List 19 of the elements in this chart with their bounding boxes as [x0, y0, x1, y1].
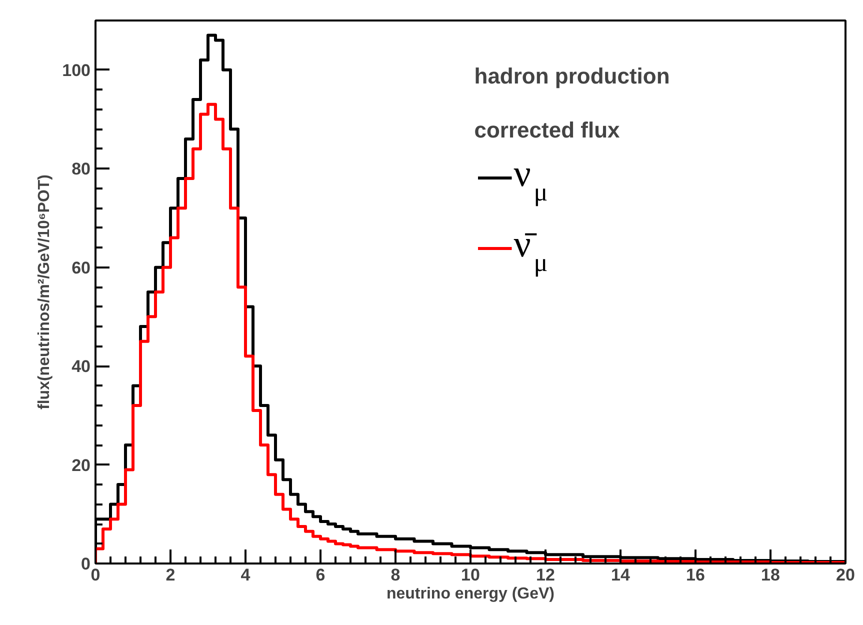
y-tick-label: 100	[62, 60, 91, 80]
annotation: hadron production	[474, 63, 670, 88]
y-tick-label: 80	[72, 160, 91, 179]
x-tick-label: 6	[316, 566, 326, 584]
y-tick-label: 60	[72, 258, 91, 278]
x-tick-label: 2	[166, 566, 176, 584]
x-tick-label: 12	[536, 566, 555, 584]
annotation: corrected flux	[474, 118, 621, 143]
y-tick-label: 20	[72, 456, 91, 475]
y-tick-label: 40	[72, 357, 91, 376]
y-axis-title: flux(neutrinos/m²/GeV/10⁶POT)	[36, 174, 54, 410]
x-tick-label: 16	[686, 566, 705, 584]
x-tick-label: 4	[240, 566, 251, 584]
x-axis-title: neutrino energy (GeV)	[386, 586, 555, 602]
x-tick-label: 10	[461, 566, 480, 584]
x-tick-label: 20	[836, 566, 855, 584]
x-tick-label: 14	[611, 566, 630, 584]
x-tick-label: 8	[390, 566, 400, 584]
x-tick-label: 18	[761, 566, 780, 584]
